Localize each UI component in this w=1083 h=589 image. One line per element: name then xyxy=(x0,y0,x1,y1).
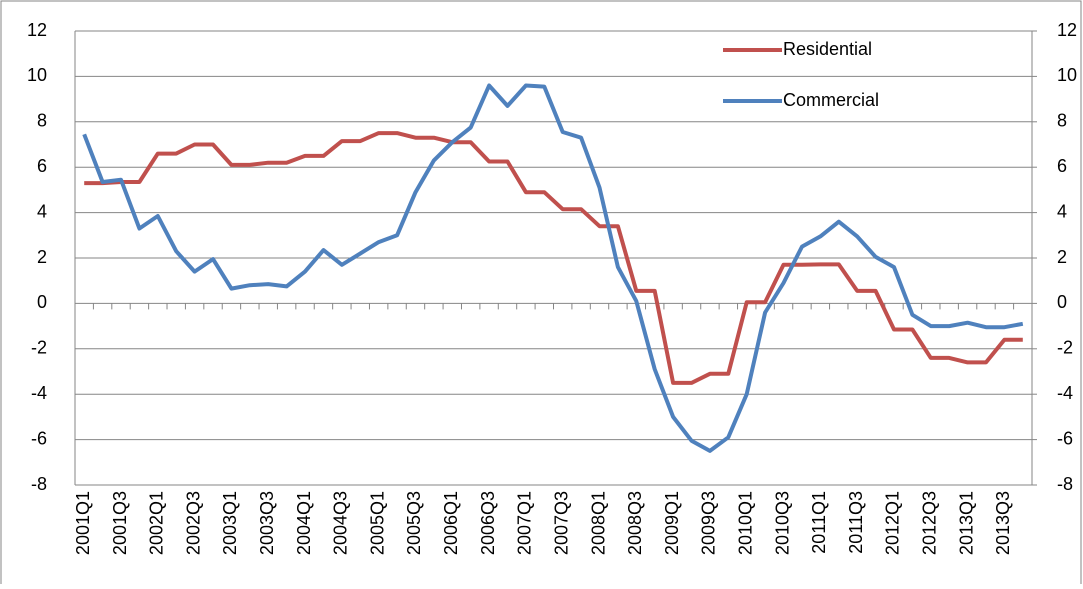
y2-tick-label: 8 xyxy=(1057,111,1067,131)
x-tick-label: 2007Q1 xyxy=(515,491,535,555)
y2-tick-label: 4 xyxy=(1057,201,1067,221)
x-tick-label: 2010Q3 xyxy=(772,491,792,555)
line-series xyxy=(84,131,1023,385)
x-tick-label: 2008Q1 xyxy=(588,491,608,555)
x-tick-label: 2012Q3 xyxy=(920,491,940,555)
x-tick-label: 2010Q1 xyxy=(735,491,755,555)
x-tick-label: 2009Q1 xyxy=(662,491,682,555)
x-tick-label: 2002Q3 xyxy=(183,491,203,555)
y-tick-label: 10 xyxy=(27,65,47,85)
x-tick-label: 2011Q3 xyxy=(846,491,866,554)
y2-tick-label: 0 xyxy=(1057,292,1067,312)
y-tick-label: 4 xyxy=(37,201,47,221)
x-tick-label: 2009Q3 xyxy=(699,491,719,555)
y2-tick-label: 12 xyxy=(1057,20,1077,40)
y-tick-label: -2 xyxy=(31,338,47,358)
x-tick-label: 2005Q3 xyxy=(404,491,424,555)
x-tick-label: 2001Q1 xyxy=(73,491,93,555)
x-tick-label: 2013Q1 xyxy=(956,491,976,555)
x-tick-label: 2006Q1 xyxy=(441,491,461,555)
legend-label: Commercial xyxy=(783,90,879,110)
y-tick-label: -8 xyxy=(31,474,47,494)
x-tick-label: 2005Q1 xyxy=(367,491,387,555)
y-tick-label: 12 xyxy=(27,20,47,40)
y2-tick-label: -2 xyxy=(1057,338,1073,358)
y2-tick-label: 2 xyxy=(1057,247,1067,267)
x-tick-label: 2012Q1 xyxy=(883,491,903,555)
y2-tick-label: -8 xyxy=(1057,474,1073,494)
y-tick-label: 0 xyxy=(37,292,47,312)
y-tick-label: 2 xyxy=(37,247,47,267)
y2-tick-label: 6 xyxy=(1057,156,1067,176)
y-tick-label: -6 xyxy=(31,428,47,448)
y-tick-label: 6 xyxy=(37,156,47,176)
x-tick-label: 2003Q1 xyxy=(220,491,240,555)
y2-tick-label: 10 xyxy=(1057,65,1077,85)
x-tick-label: 2002Q1 xyxy=(147,491,167,555)
x-tick-label: 2013Q3 xyxy=(993,491,1013,555)
y-tick-label: -4 xyxy=(31,383,47,403)
x-tick-label: 2008Q3 xyxy=(625,491,645,555)
y2-tick-label: -6 xyxy=(1057,428,1073,448)
x-tick-label: 2006Q3 xyxy=(478,491,498,555)
legend-label: Residential xyxy=(783,39,872,59)
x-tick-label: 2004Q1 xyxy=(294,491,314,555)
x-tick-label: 2001Q3 xyxy=(110,491,130,555)
y2-tick-label: -4 xyxy=(1057,383,1073,403)
x-tick-label: 2007Q3 xyxy=(551,491,571,555)
x-tick-label: 2003Q3 xyxy=(257,491,277,555)
x-tick-label: 2011Q1 xyxy=(809,491,829,554)
y-tick-label: 8 xyxy=(37,111,47,131)
line-series xyxy=(82,83,1024,453)
x-tick-label: 2004Q3 xyxy=(331,491,351,555)
